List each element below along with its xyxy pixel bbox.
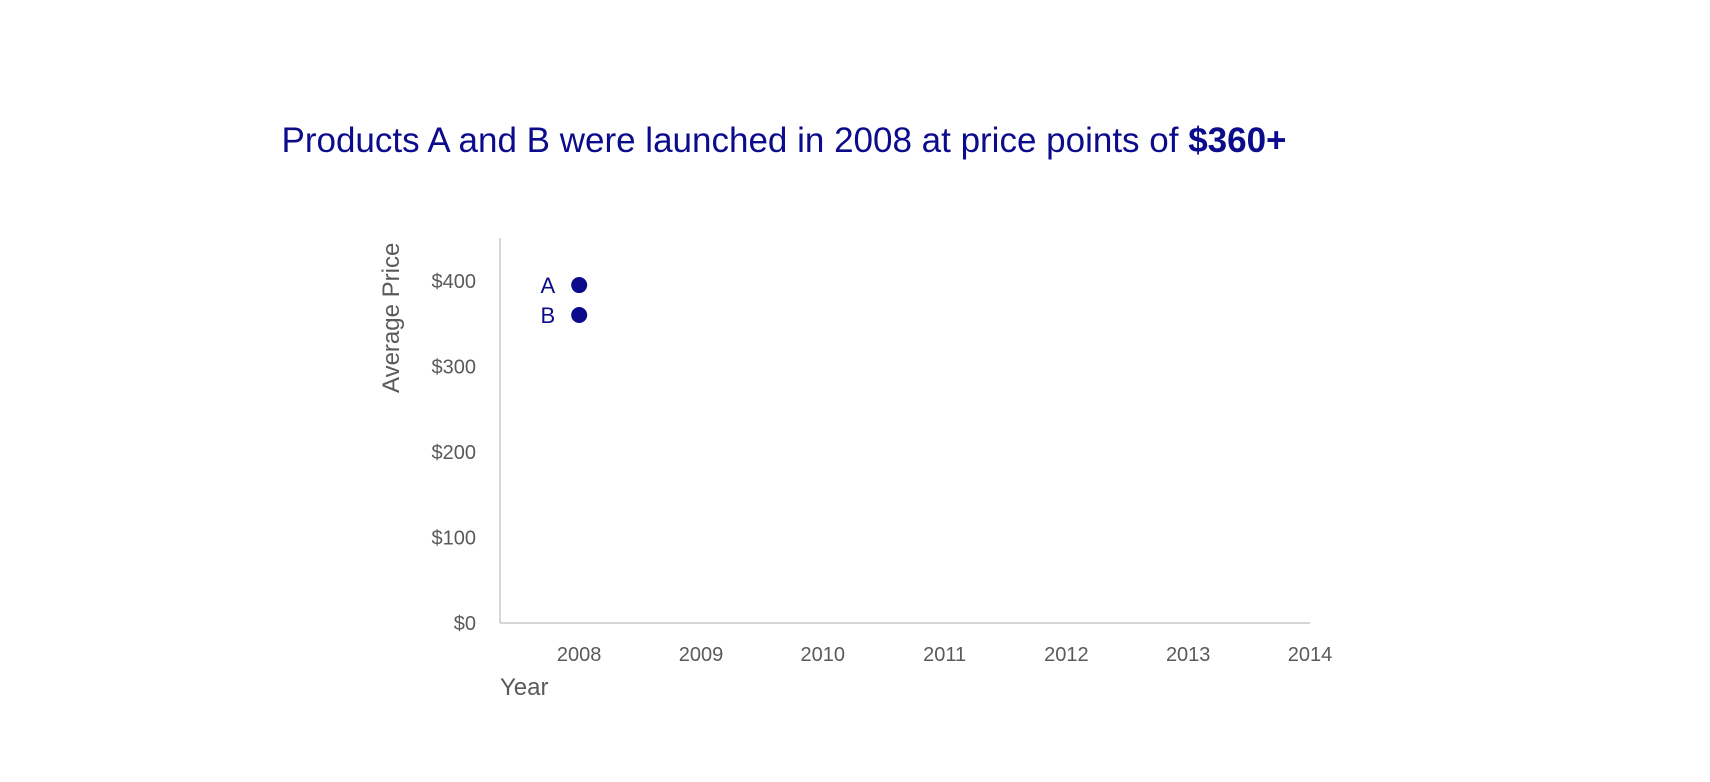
x-axis-title: Year [500,674,549,701]
x-tick-labels: 2008 2009 2010 2011 2012 2013 2014 [557,644,1332,666]
x-tick-label: 2008 [557,644,602,666]
x-tick-label: 2010 [801,644,846,666]
y-tick-labels: $0 $100 $200 $300 $400 [432,271,477,635]
x-tick-label: 2009 [679,644,724,666]
y-axis-title: Average Price [378,243,405,393]
y-tick-label: $200 [432,442,477,464]
x-tick-label: 2012 [1044,644,1089,666]
y-tick-label: $0 [454,613,476,635]
x-tick-label: 2014 [1288,644,1333,666]
point-label-b: B [540,303,555,328]
data-point-b [571,307,588,323]
axes [499,238,1310,624]
point-label-a: A [540,273,555,298]
x-tick-label: 2011 [923,644,966,666]
y-tick-label: $100 [432,527,477,549]
data-point-a [571,277,588,294]
chart-title-main: Products A and B were launched in 2008 a… [281,121,1188,160]
y-tick-label: $400 [432,271,477,293]
chart-title: Products A and B were launched in 2008 a… [281,121,1286,160]
data-points: AB [540,273,588,328]
x-tick-label: 2013 [1166,644,1211,666]
y-tick-label: $300 [432,356,477,378]
chart-title-emphasis: $360+ [1188,121,1286,160]
